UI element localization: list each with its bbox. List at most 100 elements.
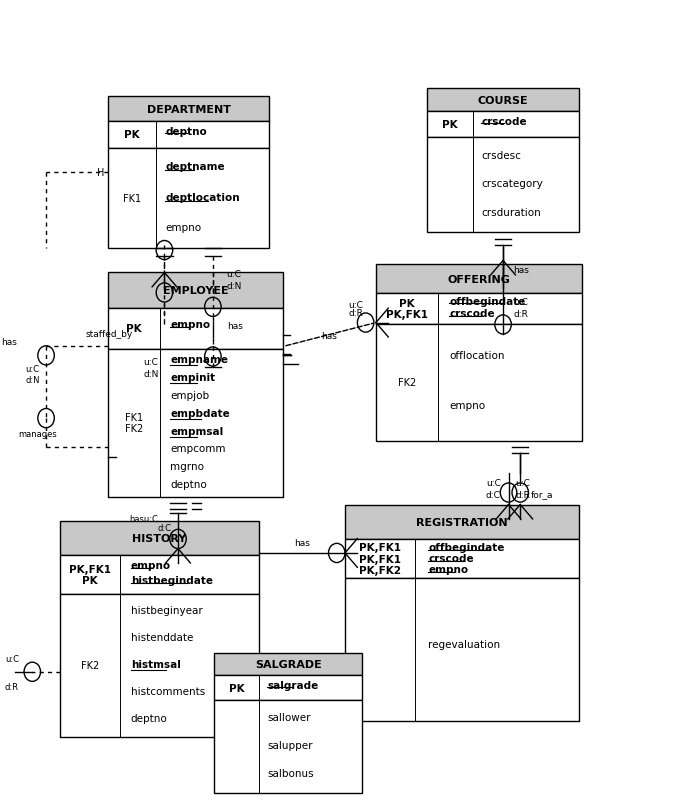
Text: HISTORY: HISTORY [132, 533, 186, 543]
Text: for_a: for_a [531, 490, 553, 499]
Text: PK: PK [126, 324, 142, 334]
Text: u:C: u:C [144, 358, 158, 367]
Bar [215, 700, 362, 792]
Text: deptno: deptno [130, 713, 168, 723]
Text: u:C: u:C [226, 270, 242, 279]
Text: crsdesc: crsdesc [482, 151, 521, 160]
Text: has: has [513, 266, 529, 275]
Text: d:R: d:R [515, 490, 531, 499]
Text: crscode: crscode [482, 117, 527, 128]
Text: SALGRADE: SALGRADE [255, 659, 322, 669]
Text: offbegindate: offbegindate [449, 296, 526, 306]
Text: empcomm: empcomm [170, 444, 226, 454]
Text: salupper: salupper [267, 740, 313, 750]
Text: PK,FK1
PK: PK,FK1 PK [69, 564, 110, 585]
Bar [108, 122, 269, 149]
Text: PK: PK [124, 130, 140, 140]
Text: empno: empno [170, 319, 210, 330]
Bar [428, 138, 579, 233]
Bar [108, 349, 283, 497]
Text: d:N: d:N [143, 370, 159, 379]
Text: PK: PK [229, 683, 244, 693]
Bar [215, 653, 362, 675]
Text: crscode: crscode [428, 553, 474, 563]
Text: mgrno: mgrno [170, 462, 204, 472]
Text: d:R: d:R [5, 683, 19, 691]
Bar [60, 520, 259, 556]
Text: histmsal: histmsal [130, 659, 181, 669]
Text: empname: empname [170, 355, 228, 365]
Text: empinit: empinit [170, 373, 215, 383]
Text: histbegindate: histbegindate [130, 576, 213, 585]
Text: salbonus: salbonus [267, 768, 314, 778]
Text: regevaluation: regevaluation [428, 639, 500, 649]
Text: u:C: u:C [26, 365, 39, 374]
Text: manages: manages [19, 430, 57, 439]
Text: crsduration: crsduration [482, 208, 541, 218]
Text: has: has [226, 322, 242, 331]
Text: H: H [97, 168, 104, 178]
Text: staffed_by: staffed_by [86, 330, 133, 339]
Bar [60, 594, 259, 737]
Text: PK: PK [442, 120, 458, 130]
Text: REGISTRATION: REGISTRATION [416, 517, 508, 527]
Text: salgrade: salgrade [267, 680, 318, 690]
Text: EMPLOYEE: EMPLOYEE [163, 286, 228, 296]
Text: empbdate: empbdate [170, 408, 230, 419]
Text: histenddate: histenddate [130, 632, 193, 642]
Bar [345, 505, 579, 540]
Text: u:C: u:C [513, 298, 529, 307]
Text: FK1
FK2: FK1 FK2 [125, 412, 144, 434]
Text: FK2: FK2 [397, 378, 416, 388]
Text: has: has [322, 332, 337, 341]
Text: d:N: d:N [26, 376, 40, 385]
Text: empmsal: empmsal [170, 426, 224, 436]
Bar [108, 273, 283, 309]
Text: empno: empno [428, 564, 469, 574]
Text: PK,FK1
PK,FK1
PK,FK2: PK,FK1 PK,FK1 PK,FK2 [359, 542, 401, 575]
Text: PK
PK,FK1: PK PK,FK1 [386, 298, 428, 320]
Bar [108, 149, 269, 249]
Text: deptno: deptno [166, 127, 207, 137]
Text: crscategory: crscategory [482, 180, 543, 189]
Text: empjob: empjob [170, 391, 210, 400]
Text: COURSE: COURSE [477, 95, 529, 106]
Bar [376, 265, 582, 294]
Text: d:C: d:C [157, 524, 171, 533]
Text: deptname: deptname [166, 162, 225, 172]
Text: hasu:C: hasu:C [129, 514, 158, 523]
Text: d:N: d:N [226, 282, 242, 291]
Text: histbeginyear: histbeginyear [130, 606, 202, 615]
Text: offbegindate: offbegindate [428, 542, 504, 552]
Text: empno: empno [166, 223, 201, 233]
Bar [345, 578, 579, 721]
Text: OFFERING: OFFERING [448, 274, 511, 284]
Text: FK1: FK1 [123, 194, 141, 204]
Bar [376, 294, 582, 325]
Text: crscode: crscode [449, 309, 495, 319]
Text: d:R: d:R [348, 308, 364, 317]
Bar [60, 556, 259, 594]
Text: u:C: u:C [5, 654, 19, 663]
Bar [345, 540, 579, 578]
Text: u:C: u:C [486, 478, 501, 487]
Text: empno: empno [130, 560, 171, 570]
Text: deptlocation: deptlocation [166, 192, 240, 203]
Bar [215, 675, 362, 700]
Text: offlocation: offlocation [449, 350, 505, 360]
Text: FK2: FK2 [81, 661, 99, 670]
Text: DEPARTMENT: DEPARTMENT [147, 104, 230, 115]
Text: deptno: deptno [170, 480, 207, 489]
Text: has: has [294, 538, 310, 547]
Text: sallower: sallower [267, 712, 310, 722]
Text: histcomments: histcomments [130, 686, 205, 696]
Bar [108, 309, 283, 349]
Bar [428, 89, 579, 112]
Bar [376, 325, 582, 441]
Text: d:C: d:C [486, 490, 501, 499]
Text: u:C: u:C [348, 300, 364, 309]
Text: u:C: u:C [515, 478, 531, 487]
Text: d:R: d:R [513, 310, 529, 319]
Bar [108, 97, 269, 122]
Text: empno: empno [449, 401, 486, 411]
